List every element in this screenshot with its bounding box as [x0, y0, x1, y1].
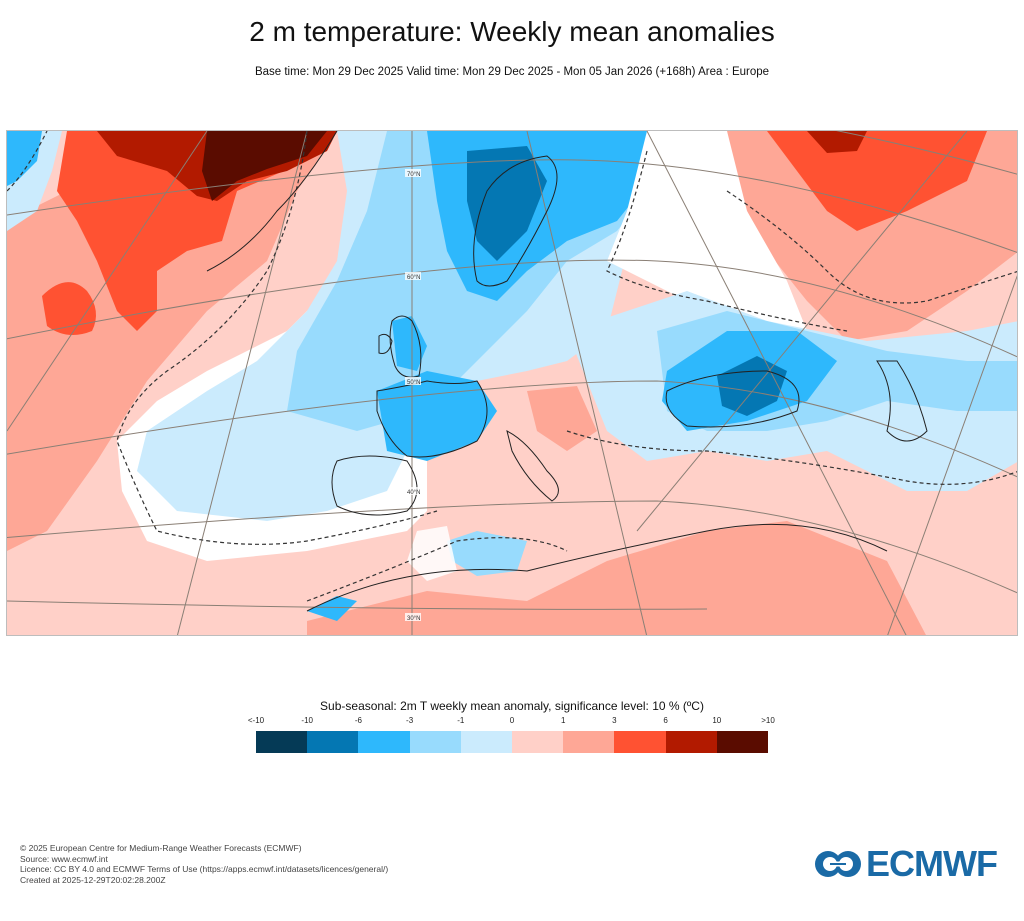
region-anomaly-maghreb-cool: [447, 531, 527, 576]
significance-contour: [606, 150, 848, 332]
legend-tick-label: 6: [663, 716, 668, 725]
ecmwf-logo-text: ECMWF: [866, 843, 998, 884]
graticule-meridian: [636, 131, 968, 532]
legend-ticks: <-10 -10 -6 -3 -1 0 1 3 6 10 >10: [248, 716, 775, 728]
chart-subtitle: Base time: Mon 29 Dec 2025 Valid time: M…: [254, 66, 770, 78]
latitude-labels: 70°N 60°N 50°N 40°N 30°N: [405, 169, 421, 622]
coastline-black-sea: [665, 370, 800, 428]
graticule-line: [7, 500, 1017, 594]
legend-swatch: [460, 731, 513, 753]
region-anomaly-morocco-cold: [307, 596, 357, 621]
region-anomaly-m6-m3-france: [377, 371, 497, 461]
region-anomaly-africa-warm: [307, 521, 926, 635]
coastline-caspian: [876, 360, 928, 442]
region-anomaly-east-warm-dark: [807, 131, 867, 153]
coastline-scandinavia: [473, 155, 558, 287]
legend-tick-label: -1: [457, 716, 465, 725]
footer-licence: Licence: CC BY 4.0 and ECMWF Terms of Us…: [20, 864, 389, 874]
region-anomaly-neutral-maghreb: [407, 526, 457, 581]
graticule-line: [7, 600, 708, 610]
region-anomaly-m6-m3-uk: [392, 316, 427, 371]
lat-label-50: 50°N: [407, 380, 420, 386]
graticule-line: [7, 159, 1017, 253]
graticule-line: [836, 131, 1017, 175]
graticule-line: [7, 259, 1017, 358]
map-svg: 70°N 60°N 50°N 40°N 30°N: [7, 131, 1017, 635]
coastline-north-africa: [306, 523, 888, 612]
region-anomaly-m10-m6-scandinavia: [467, 146, 547, 261]
significance-contour: [566, 430, 1017, 485]
legend-swatch: [563, 731, 615, 753]
legend-swatch: [307, 731, 359, 753]
region-anomaly-3-6-atlantic: [57, 131, 337, 331]
legend-swatch: [512, 731, 564, 753]
region-anomaly-med-warm: [527, 386, 597, 451]
coastline-greenland: [206, 131, 338, 272]
significance-contour: [726, 190, 1017, 304]
legend-swatch: [665, 731, 717, 753]
ecmwf-logo: ECMWF: [814, 843, 998, 884]
lat-label-40: 40°N: [407, 490, 420, 496]
coastline-italy: [506, 430, 559, 502]
significance-contour: [116, 131, 438, 545]
significance-contour: [7, 131, 48, 192]
region-anomaly-neutral-east: [607, 131, 807, 341]
chart-title: 2 m temperature: Weekly mean anomalies: [249, 16, 775, 47]
legend-tick-label: -6: [354, 716, 362, 725]
legend-tick-label: 3: [612, 716, 617, 725]
region-anomaly-3-6-blob: [42, 282, 96, 335]
ecmwf-logo-icon: [815, 851, 861, 877]
coastlines: [206, 131, 928, 612]
coastline-britain: [389, 315, 422, 378]
legend-tick-label: 1: [560, 716, 566, 725]
legend-swatch: [716, 731, 769, 753]
legend-swatch: [256, 731, 308, 753]
graticule-meridian: [887, 275, 1017, 635]
coastline-iberia: [331, 455, 418, 516]
graticule-meridian: [176, 131, 308, 635]
legend-swatch: [358, 731, 410, 753]
significance-contours: [7, 131, 1017, 602]
lat-label-60: 60°N: [407, 275, 420, 281]
graticule-meridian: [7, 131, 208, 432]
legend-tick-label: <-10: [247, 716, 265, 725]
legend-tick-label: 10: [712, 716, 722, 725]
anomaly-map: 70°N 60°N 50°N 40°N 30°N: [6, 130, 1018, 636]
legend-colorbar: [256, 731, 769, 753]
lat-label-70: 70°N: [407, 172, 420, 178]
legend-title: Sub-seasonal: 2m T weekly mean anomaly, …: [320, 699, 704, 713]
region-anomaly-canada-cold: [7, 131, 42, 186]
legend-swatch: [614, 731, 666, 753]
significance-contour: [306, 537, 568, 602]
legend-tick-label: 0: [509, 716, 515, 725]
legend-tick-label: >10: [761, 716, 775, 725]
footer-source: Source: www.ecmwf.int: [20, 853, 108, 864]
footer-created: Created at 2025-12-29T20:02:28.200Z: [20, 874, 166, 885]
legend-swatch: [409, 731, 461, 753]
graticule-line: [7, 380, 1017, 478]
lat-label-30: 30°N: [407, 616, 420, 622]
coastline-ireland: [378, 333, 393, 354]
legend-tick-label: -10: [301, 716, 313, 725]
region-anomaly-east-warm-red: [767, 131, 987, 231]
graticule-meridian: [646, 131, 907, 635]
footer: © 2025 European Centre for Medium-Range …: [20, 843, 388, 885]
legend-tick-label: -3: [406, 716, 414, 725]
graticule-meridian: [526, 131, 648, 635]
region-anomaly-gt10-greenland: [202, 131, 327, 201]
coastline-france: [376, 380, 488, 458]
footer-copyright: © 2025 European Centre for Medium-Range …: [20, 843, 302, 853]
